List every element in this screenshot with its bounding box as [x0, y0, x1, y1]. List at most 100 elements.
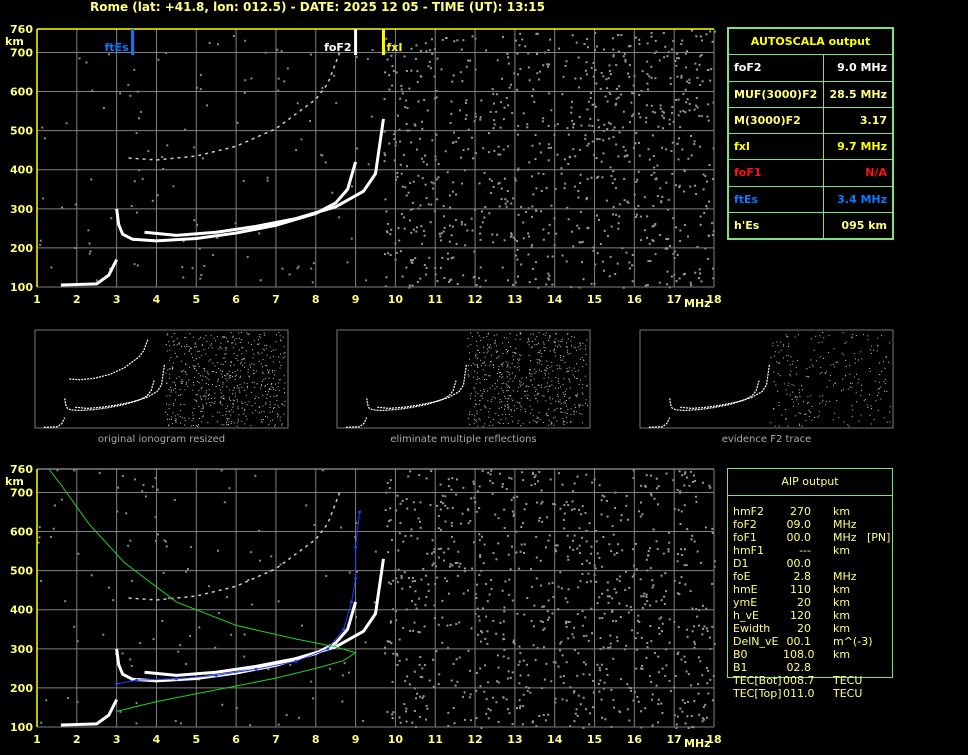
noise-dot — [537, 286, 540, 289]
noise-dot — [566, 346, 568, 348]
noise-dot — [809, 366, 811, 368]
noise-dot — [414, 590, 417, 593]
noise-dot — [384, 652, 387, 655]
noise-dot — [570, 421, 572, 423]
noise-dot — [531, 585, 534, 588]
noise-dot — [409, 630, 412, 633]
noise-dot — [236, 369, 238, 371]
noise-dot — [496, 654, 499, 657]
noise-dot — [573, 346, 575, 348]
noise-dot — [635, 180, 638, 183]
noise-dot — [572, 245, 575, 248]
noise-dot — [770, 422, 772, 424]
noise-dot — [506, 189, 509, 192]
noise-dot — [544, 350, 546, 352]
noise-dot — [193, 146, 196, 149]
noise-dot — [559, 399, 561, 401]
noise-dot — [509, 378, 511, 380]
noise-dot — [772, 342, 774, 344]
aip-row: h_vE 120 km — [733, 609, 890, 622]
noise-dot — [383, 646, 386, 649]
noise-dot — [549, 367, 551, 369]
noise-dot — [591, 481, 594, 484]
noise-dot — [835, 361, 837, 363]
noise-dot — [699, 83, 702, 86]
noise-dot — [413, 709, 416, 712]
noise-dot — [220, 403, 222, 405]
noise-dot — [595, 105, 598, 108]
noise-dot — [178, 394, 180, 396]
noise-dot — [809, 410, 811, 412]
noise-dot — [482, 362, 484, 364]
noise-dot — [473, 496, 476, 499]
noise-dot — [549, 385, 551, 387]
noise-dot — [533, 604, 536, 607]
noise-dot — [192, 365, 194, 367]
noise-dot — [793, 405, 795, 407]
noise-dot — [119, 710, 122, 713]
y-tick-label: 200 — [10, 242, 33, 255]
noise-dot — [496, 680, 499, 683]
noise-dot — [694, 271, 697, 274]
noise-dot — [517, 275, 520, 278]
noise-dot — [600, 499, 603, 502]
noise-dot — [711, 527, 714, 530]
noise-dot — [597, 218, 600, 221]
noise-dot — [794, 396, 796, 398]
noise-dot — [76, 700, 79, 703]
noise-dot — [486, 642, 489, 645]
noise-dot — [201, 157, 204, 160]
noise-dot — [518, 567, 521, 570]
noise-dot — [172, 381, 174, 383]
noise-dot — [680, 553, 683, 556]
noise-dot — [662, 111, 665, 114]
noise-dot — [310, 680, 313, 683]
noise-dot — [410, 141, 413, 144]
noise-dot — [547, 391, 549, 393]
noise-dot — [564, 400, 566, 402]
noise-dot — [612, 657, 615, 660]
noise-dot — [550, 204, 553, 207]
noise-dot — [456, 282, 459, 285]
noise-dot — [198, 424, 200, 426]
noise-dot — [518, 402, 520, 404]
noise-dot — [506, 404, 508, 406]
aip-row: foF2 09.0 MHz — [733, 518, 890, 531]
noise-dot — [395, 251, 398, 254]
noise-dot — [512, 514, 515, 517]
noise-dot — [506, 371, 508, 373]
noise-dot — [491, 354, 493, 356]
noise-dot — [536, 72, 539, 75]
noise-dot — [529, 691, 532, 694]
noise-dot — [676, 52, 679, 55]
noise-dot — [528, 281, 531, 284]
noise-dot — [590, 607, 593, 610]
noise-dot — [230, 360, 232, 362]
y-tick-label: 400 — [10, 604, 33, 617]
noise-dot — [455, 140, 458, 143]
noise-dot — [136, 264, 139, 267]
noise-dot — [609, 255, 612, 258]
noise-dot — [882, 361, 884, 363]
noise-dot — [469, 352, 471, 354]
noise-dot — [693, 699, 696, 702]
noise-dot — [175, 420, 177, 422]
noise-dot — [480, 99, 483, 102]
noise-dot — [559, 367, 561, 369]
noise-dot — [605, 499, 608, 502]
noise-dot — [624, 58, 627, 61]
noise-dot — [658, 632, 661, 635]
noise-dot — [587, 227, 590, 230]
noise-dot — [553, 350, 555, 352]
noise-dot — [667, 550, 670, 553]
noise-dot — [427, 65, 430, 68]
noise-dot — [577, 393, 579, 395]
noise-dot — [578, 404, 580, 406]
noise-dot — [242, 180, 245, 183]
noise-dot — [696, 245, 699, 248]
noise-dot — [252, 373, 254, 375]
noise-dot — [571, 100, 574, 103]
noise-dot — [551, 361, 553, 363]
noise-dot — [410, 47, 413, 50]
noise-dot — [522, 479, 525, 482]
